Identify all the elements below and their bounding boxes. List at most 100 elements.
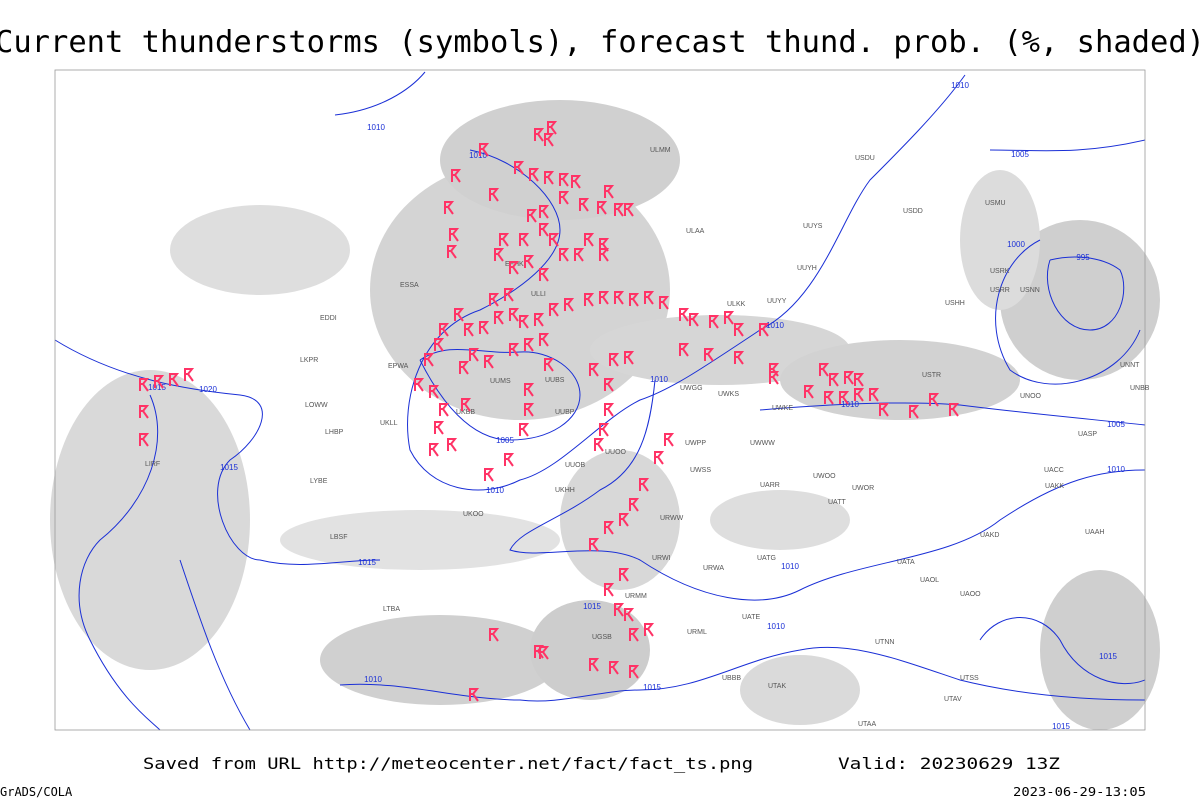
isobar-label: 1005 bbox=[496, 436, 514, 445]
station-code: UAOO bbox=[960, 591, 981, 598]
station-code: ULKK bbox=[727, 301, 746, 308]
thunderstorm-symbol bbox=[829, 373, 840, 387]
isobar-label: 1010 bbox=[364, 675, 382, 684]
isobar-label: 1020 bbox=[199, 385, 217, 394]
station-code: UUBS bbox=[545, 377, 565, 384]
station-code: UWKS bbox=[718, 391, 739, 398]
thunderstorm-symbol bbox=[524, 403, 535, 417]
thunderstorm-symbol bbox=[414, 378, 425, 392]
thunderstorm-symbol bbox=[549, 303, 560, 317]
station-code: UATE bbox=[742, 614, 760, 621]
thunderstorm-symbol bbox=[539, 223, 550, 237]
thunderstorm-symbol bbox=[544, 171, 555, 185]
thunderstorm-symbol bbox=[509, 261, 520, 275]
station-code: UARR bbox=[760, 482, 780, 489]
isobar-label: 1015 bbox=[1099, 652, 1117, 661]
thunderstorm-symbol bbox=[499, 233, 510, 247]
thunderstorm-symbol bbox=[154, 375, 165, 389]
station-code: UWPP bbox=[685, 440, 706, 447]
station-code: USDD bbox=[903, 208, 923, 215]
isobar-label: 995 bbox=[1076, 253, 1090, 262]
station-code: UACC bbox=[1044, 467, 1064, 474]
isobar-label: 1010 bbox=[650, 375, 668, 384]
thunderstorm-symbol bbox=[459, 361, 470, 375]
thunderstorm-symbol bbox=[479, 321, 490, 335]
isobar-label: 1010 bbox=[766, 321, 784, 330]
thunderstorm-symbol bbox=[844, 371, 855, 385]
station-code: UGSB bbox=[592, 634, 612, 641]
thunderstorm-symbol bbox=[624, 608, 635, 622]
station-code: UTAK bbox=[768, 683, 786, 690]
thunderstorm-symbol bbox=[429, 443, 440, 457]
station-code: LOWW bbox=[305, 402, 328, 409]
thunderstorm-symbol bbox=[614, 291, 625, 305]
thunderstorm-symbol bbox=[604, 185, 615, 199]
station-code: USDU bbox=[855, 155, 875, 162]
thunderstorm-symbol bbox=[489, 628, 500, 642]
station-code: EPWA bbox=[388, 363, 409, 370]
thunderstorm-symbol bbox=[444, 201, 455, 215]
station-code: UUYY bbox=[767, 298, 787, 305]
thunderstorm-symbol bbox=[724, 311, 735, 325]
station-code: UWGG bbox=[680, 385, 703, 392]
thunderstorm-symbol bbox=[594, 438, 605, 452]
isobar-label: 1000 bbox=[1007, 240, 1025, 249]
isobar-label: 1015 bbox=[220, 463, 238, 472]
station-code: UATA bbox=[897, 559, 915, 566]
thunderstorm-symbol bbox=[439, 323, 450, 337]
thunderstorm-symbol bbox=[524, 255, 535, 269]
station-code: ULAA bbox=[686, 228, 705, 235]
station-code: UAAH bbox=[1085, 529, 1104, 536]
station-code: UWOR bbox=[852, 485, 874, 492]
isobar-label: 1015 bbox=[1052, 722, 1070, 731]
thunderstorm-symbol bbox=[584, 293, 595, 307]
thunderstorm-symbol bbox=[679, 343, 690, 357]
thunderstorm-symbol bbox=[869, 388, 880, 402]
thunderstorm-symbol bbox=[609, 661, 620, 675]
station-code: USTR bbox=[922, 372, 941, 379]
thunderstorm-symbol bbox=[734, 351, 745, 365]
thunderstorm-symbol bbox=[454, 308, 465, 322]
station-code: LYBE bbox=[310, 478, 328, 485]
station-code: USHH bbox=[945, 300, 965, 307]
isobar-label: 1010 bbox=[951, 81, 969, 90]
thunderstorm-symbol bbox=[709, 315, 720, 329]
thunderstorm-symbol bbox=[539, 205, 550, 219]
thunderstorm-symbol bbox=[629, 628, 640, 642]
station-code: UTSS bbox=[960, 675, 979, 682]
isobars bbox=[54, 71, 1146, 731]
thunderstorm-symbol bbox=[654, 451, 665, 465]
station-code: USRR bbox=[990, 287, 1010, 294]
station-code: UWOO bbox=[813, 473, 836, 480]
thunderstorm-symbol bbox=[544, 358, 555, 372]
thunderstorm-symbol bbox=[504, 453, 515, 467]
station-code: ESSA bbox=[400, 282, 419, 289]
station-code: UWSS bbox=[690, 467, 711, 474]
thunderstorm-symbol bbox=[504, 288, 515, 302]
station-code: UAOL bbox=[920, 577, 939, 584]
thunderstorm-symbol bbox=[527, 209, 538, 223]
thunderstorm-symbol bbox=[429, 385, 440, 399]
thunderstorm-symbol bbox=[664, 433, 675, 447]
thunderstorm-symbol bbox=[449, 228, 460, 242]
thunderstorm-symbol bbox=[424, 353, 435, 367]
station-code: UTAA bbox=[858, 721, 876, 728]
thunderstorm-symbol bbox=[184, 368, 195, 382]
thunderstorm-symbol bbox=[584, 233, 595, 247]
thunderstorm-symbol bbox=[949, 403, 960, 417]
station-code: UKHH bbox=[555, 487, 575, 494]
thunderstorm-symbol bbox=[514, 161, 525, 175]
station-code: UUYH bbox=[797, 265, 817, 272]
thunderstorm-symbol bbox=[604, 403, 615, 417]
thunderstorm-symbol bbox=[559, 248, 570, 262]
thunderstorm-symbol bbox=[589, 363, 600, 377]
station-code: URWW bbox=[660, 515, 684, 522]
thunderstorm-symbol bbox=[519, 315, 530, 329]
thunderstorm-symbol bbox=[599, 423, 610, 437]
thunderstorm-symbol bbox=[804, 385, 815, 399]
thunderstorm-symbol bbox=[599, 291, 610, 305]
thunderstorm-symbol bbox=[604, 521, 615, 535]
station-code: UTAV bbox=[944, 696, 962, 703]
thunderstorm-symbol bbox=[599, 248, 610, 262]
